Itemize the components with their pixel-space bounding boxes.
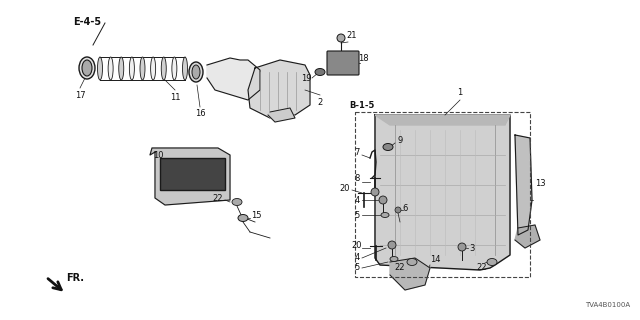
Ellipse shape [390,257,398,261]
Ellipse shape [172,57,177,80]
Text: 9: 9 [397,135,403,145]
Circle shape [337,34,345,42]
Text: 4: 4 [355,253,360,262]
Text: 11: 11 [170,92,180,101]
Circle shape [371,188,379,196]
Text: 1: 1 [458,87,463,97]
Ellipse shape [232,198,242,205]
Polygon shape [515,225,540,248]
Ellipse shape [140,57,145,80]
Text: FR.: FR. [66,273,84,283]
Ellipse shape [189,62,203,82]
Ellipse shape [108,57,113,80]
Ellipse shape [150,57,156,80]
Text: 22: 22 [212,194,223,203]
Ellipse shape [487,259,497,266]
Ellipse shape [381,212,389,218]
Ellipse shape [192,65,200,79]
Polygon shape [515,135,532,235]
Ellipse shape [119,57,124,80]
Text: 4: 4 [355,196,360,204]
Polygon shape [375,115,510,270]
Polygon shape [150,148,230,205]
Polygon shape [390,258,430,290]
Polygon shape [375,115,510,125]
Text: 3: 3 [469,244,475,252]
Text: 5: 5 [355,211,360,220]
Ellipse shape [182,57,188,80]
Text: 10: 10 [153,150,163,159]
Polygon shape [248,60,310,118]
Ellipse shape [407,259,417,266]
Ellipse shape [97,57,102,80]
Ellipse shape [383,143,393,150]
Ellipse shape [129,57,134,80]
Ellipse shape [238,214,248,221]
Text: 20: 20 [352,241,362,250]
Text: 22: 22 [477,263,487,273]
Text: 14: 14 [429,255,440,265]
Text: 8: 8 [355,173,360,182]
Circle shape [395,207,401,213]
Ellipse shape [315,68,325,76]
Text: B-1-5: B-1-5 [349,100,374,109]
FancyBboxPatch shape [327,51,359,75]
Text: E-4-5: E-4-5 [73,17,101,27]
Bar [160,158,225,190]
Ellipse shape [161,57,166,80]
Text: 16: 16 [195,108,205,117]
Text: 17: 17 [75,91,85,100]
Ellipse shape [82,60,92,76]
Text: 6: 6 [403,204,408,212]
Text: 2: 2 [317,98,323,107]
Polygon shape [207,58,260,100]
Text: 5: 5 [355,263,360,273]
Text: 20: 20 [340,183,350,193]
Polygon shape [268,108,295,122]
Text: TVA4B0100A: TVA4B0100A [585,302,630,308]
Ellipse shape [79,57,95,79]
Circle shape [458,243,466,251]
Circle shape [379,196,387,204]
Text: 18: 18 [358,53,368,62]
Text: 21: 21 [347,30,357,39]
Circle shape [388,241,396,249]
Text: 15: 15 [251,211,261,220]
Text: 19: 19 [301,74,311,83]
Text: 7: 7 [355,148,360,156]
Text: 13: 13 [534,179,545,188]
Text: 22: 22 [395,263,405,273]
Bar [355,112,530,277]
